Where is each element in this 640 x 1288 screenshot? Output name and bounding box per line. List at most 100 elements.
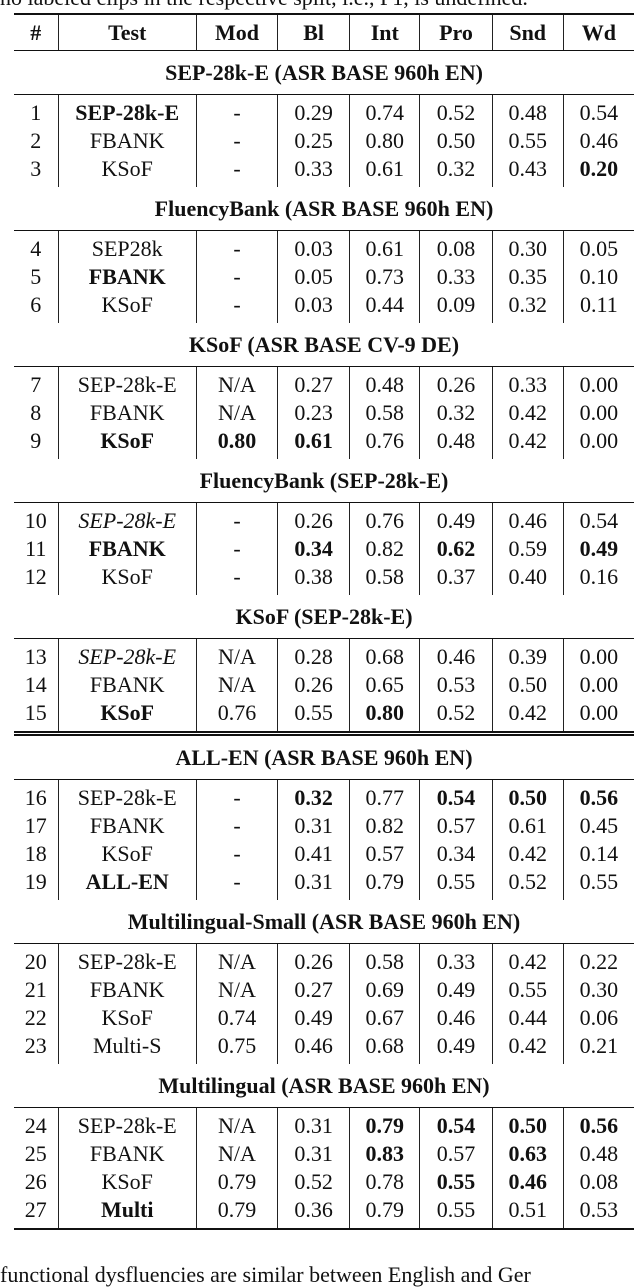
column-header-bl: Bl (277, 15, 349, 50)
cell-wd: 0.00 (562, 699, 634, 731)
cell-test: Multi-S (57, 1032, 196, 1064)
cell-index: 7 (30, 372, 42, 397)
cell-wd: 0.56 (562, 1108, 634, 1140)
table-row: 4 SEP28k -0.03 0.61 0.08 0.30 0.05 (14, 231, 634, 263)
cell-mod: - (195, 155, 277, 187)
cell-pro: 0.37 (419, 563, 491, 595)
cell-mod: - (195, 563, 277, 595)
table-row: 26 KSoF 0.79 0.52 0.78 0.55 0.46 0.08 (14, 1168, 634, 1196)
cell-pro: 0.46 (419, 1004, 491, 1032)
cell-bl: 0.31 (277, 812, 349, 840)
cell-int: 0.80 (349, 127, 419, 155)
cell-wd: 0.00 (562, 399, 634, 427)
cell-bl: 0.27 (277, 367, 349, 399)
cell-bl: 0.26 (277, 671, 349, 699)
section-title: SEP-28k-E (ASR BASE 960h EN) (14, 51, 634, 95)
cell-snd: 0.42 (491, 944, 563, 976)
cell-wd: 0.05 (562, 231, 634, 263)
cell-int: 0.76 (349, 427, 419, 459)
cell-snd: 0.43 (491, 155, 563, 187)
cell-test: FBANK (57, 127, 196, 155)
section-title: KSoF (ASR BASE CV-9 DE) (14, 323, 634, 367)
cell-wd: 0.00 (562, 671, 634, 699)
table-row: 15 KSoF 0.76 0.55 0.80 0.52 0.42 0.00 (14, 699, 634, 731)
column-header-mod: Mod (195, 15, 277, 50)
cell-int: 0.61 (349, 155, 419, 187)
cell-test: ALL-EN (57, 868, 196, 900)
cell-test: SEP-28k-E (57, 639, 196, 671)
table-row: 13 SEP-28k-E N/A 0.28 0.68 0.46 0.39 0.00 (14, 639, 634, 671)
cell-index: 3 (30, 156, 42, 181)
cell-int: 0.82 (349, 812, 419, 840)
cell-pro: 0.49 (419, 503, 491, 535)
cell-snd: 0.46 (491, 1168, 563, 1196)
cell-index: 20 (24, 949, 47, 974)
cell-mod: - (195, 95, 277, 127)
cell-int: 0.73 (349, 263, 419, 291)
cell-pro: 0.57 (419, 812, 491, 840)
cell-wd: 0.46 (562, 127, 634, 155)
cell-mod: - (195, 812, 277, 840)
cell-pro: 0.33 (419, 263, 491, 291)
cell-index: 19 (24, 869, 47, 894)
cell-snd: 0.44 (491, 1004, 563, 1032)
cell-test: FBANK (57, 812, 196, 840)
section-rows: 13 SEP-28k-E N/A 0.28 0.68 0.46 0.39 0.00 14 FBAN… (14, 639, 634, 736)
cell-snd: 0.42 (491, 427, 563, 459)
cell-wd: 0.30 (562, 976, 634, 1004)
cell-int: 0.65 (349, 671, 419, 699)
cell-bl: 0.34 (277, 535, 349, 563)
cell-index: 4 (30, 236, 42, 261)
cell-pro: 0.26 (419, 367, 491, 399)
cell-int: 0.68 (349, 639, 419, 671)
cell-int: 0.44 (349, 291, 419, 323)
cell-bl: 0.03 (277, 291, 349, 323)
cell-mod: 0.80 (195, 427, 277, 459)
cell-int: 0.78 (349, 1168, 419, 1196)
section-title: ALL-EN (ASR BASE 960h EN) (14, 736, 634, 780)
cell-int: 0.69 (349, 976, 419, 1004)
table-row: 3 KSoF -0.33 0.61 0.32 0.43 0.20 (14, 155, 634, 187)
table-row: 18 KSoF -0.41 0.57 0.34 0.42 0.14 (14, 840, 634, 868)
cell-int: 0.77 (349, 780, 419, 812)
cell-test: KSoF (57, 840, 196, 868)
cell-snd: 0.52 (491, 868, 563, 900)
section-rows: 7 SEP-28k-E N/A 0.27 0.48 0.26 0.33 0.00 8 FBANK N… (14, 367, 634, 459)
cell-wd: 0.11 (562, 291, 634, 323)
cell-int: 0.68 (349, 1032, 419, 1064)
cell-index: 12 (24, 564, 47, 589)
cell-bl: 0.41 (277, 840, 349, 868)
cell-test: KSoF (57, 1168, 196, 1196)
cell-snd: 0.55 (491, 976, 563, 1004)
cell-pro: 0.32 (419, 399, 491, 427)
cell-bl: 0.49 (277, 1004, 349, 1032)
cell-snd: 0.42 (491, 699, 563, 731)
cell-mod: - (195, 535, 277, 563)
cell-index: 14 (24, 672, 47, 697)
cell-mod: 0.76 (195, 699, 277, 731)
cell-test: FBANK (57, 976, 196, 1004)
cell-wd: 0.21 (562, 1032, 634, 1064)
cell-test: KSoF (57, 427, 196, 459)
cell-snd: 0.39 (491, 639, 563, 671)
cell-int: 0.58 (349, 563, 419, 595)
cell-bl: 0.31 (277, 868, 349, 900)
cell-pro: 0.34 (419, 840, 491, 868)
cell-test: SEP-28k-E (57, 503, 196, 535)
cell-int: 0.48 (349, 367, 419, 399)
cell-pro: 0.33 (419, 944, 491, 976)
body-text-fragment: functional dysfluencies are similar betw… (0, 1262, 531, 1287)
column-header-int: Int (349, 15, 419, 50)
table-row: 22 KSoF 0.74 0.49 0.67 0.46 0.44 0.06 (14, 1004, 634, 1032)
cell-wd: 0.00 (562, 367, 634, 399)
cell-pro: 0.08 (419, 231, 491, 263)
cell-wd: 0.53 (562, 1196, 634, 1228)
cell-wd: 0.00 (562, 639, 634, 671)
cell-wd: 0.55 (562, 868, 634, 900)
cell-pro: 0.52 (419, 95, 491, 127)
section-title: FluencyBank (ASR BASE 960h EN) (14, 187, 634, 231)
cell-pro: 0.62 (419, 535, 491, 563)
cell-snd: 0.63 (491, 1140, 563, 1168)
section-rows: 1 SEP-28k-E -0.29 0.74 0.52 0.48 0.54 2 FBANK -0.… (14, 95, 634, 187)
cell-mod: N/A (195, 944, 277, 976)
